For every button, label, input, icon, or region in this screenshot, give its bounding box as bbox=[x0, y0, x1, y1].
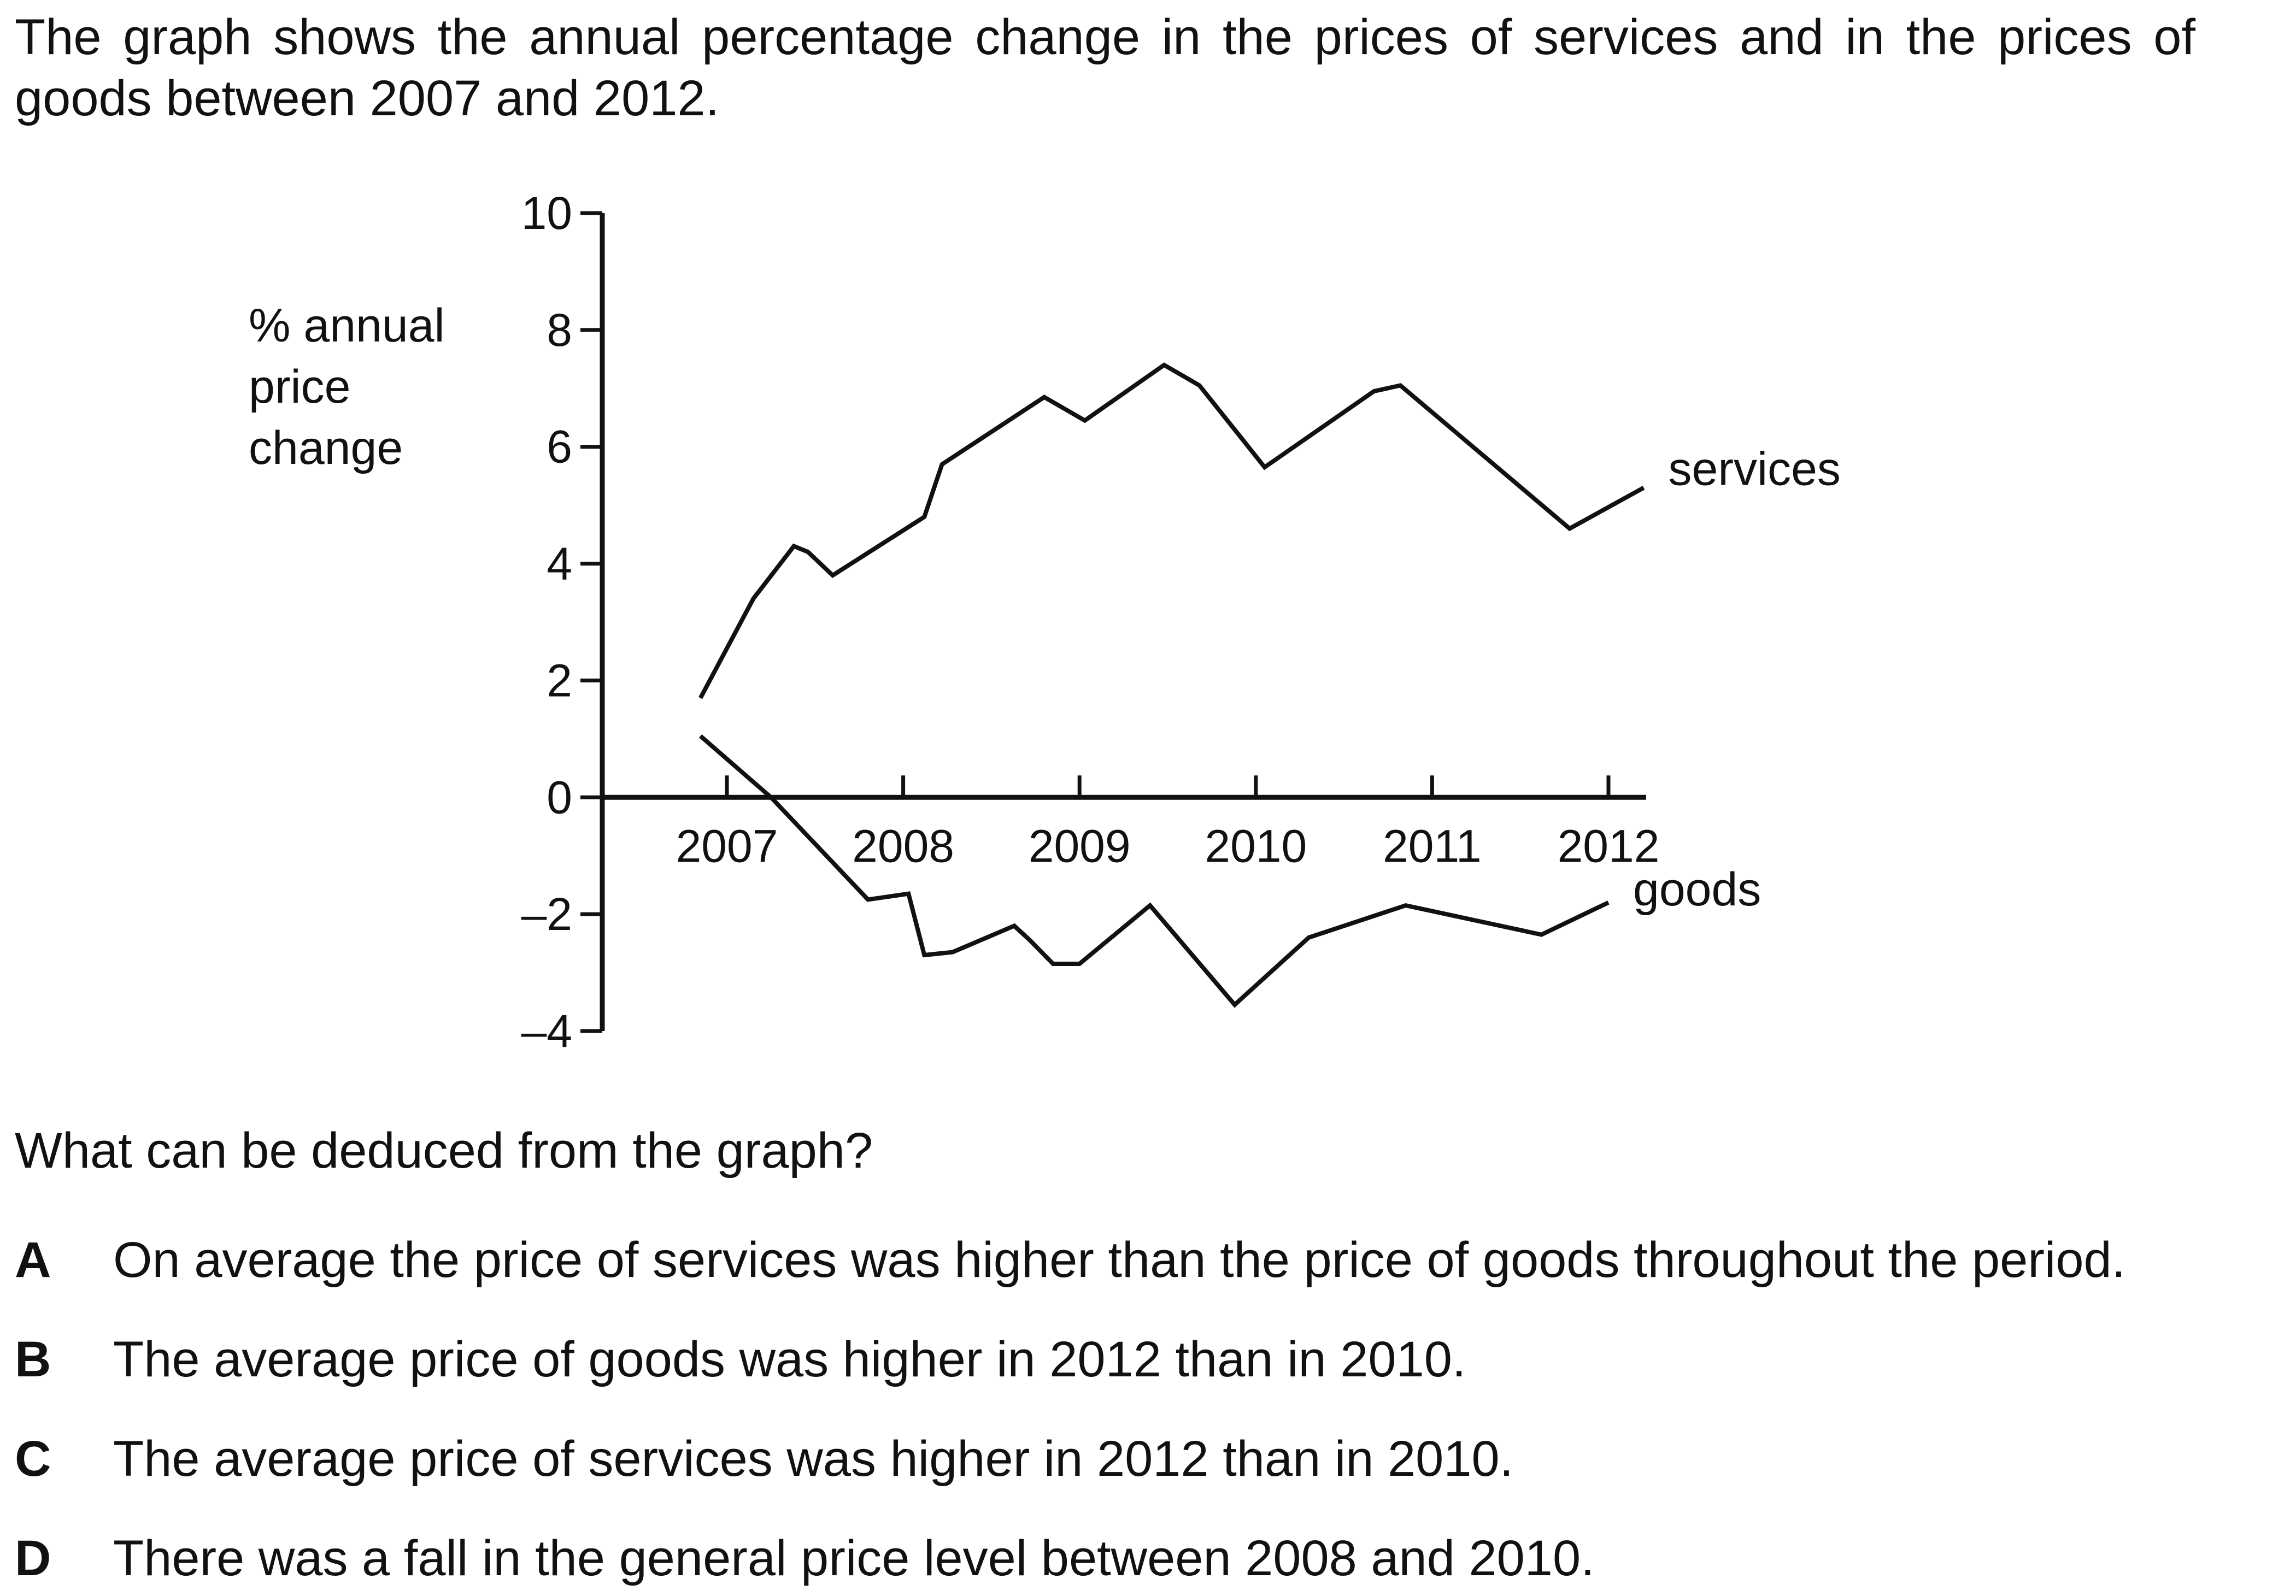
y-tick-label: 10 bbox=[521, 187, 572, 239]
y-tick-label: –4 bbox=[521, 1005, 572, 1057]
option-a-text: On average the price of services was hig… bbox=[113, 1232, 2126, 1288]
series-label-services: services bbox=[1669, 443, 1841, 496]
series-labels: services goods bbox=[1633, 443, 1841, 916]
series-line-goods bbox=[698, 734, 1610, 1008]
option-c-text: The average price of services was higher… bbox=[113, 1431, 1514, 1487]
y-tick-label: 4 bbox=[547, 538, 572, 590]
x-tick-label: 2007 bbox=[676, 820, 778, 871]
y-axis-label-text: % annual price change bbox=[249, 299, 445, 474]
y-tick-label: 8 bbox=[547, 304, 572, 356]
x-tick-label: 2011 bbox=[1383, 820, 1482, 871]
line-chart: % annual price change 10 8 6 4 2 0 –2 –4 2007 2008… bbox=[249, 187, 1841, 1057]
y-tick-label: 6 bbox=[547, 421, 572, 473]
x-tick-label: 2012 bbox=[1558, 820, 1660, 871]
question-text: What can be deduced from the graph? bbox=[15, 1123, 873, 1179]
axes bbox=[600, 213, 1646, 1031]
y-tick-label: 0 bbox=[547, 772, 572, 823]
y-axis-label: % annual price change bbox=[249, 299, 445, 474]
x-tick-label: 2010 bbox=[1205, 820, 1307, 871]
y-axis-ticks: 10 8 6 4 2 0 –2 –4 bbox=[521, 187, 602, 1057]
option-d-letter: D bbox=[15, 1530, 51, 1586]
option-d-text: There was a fall in the general price le… bbox=[113, 1530, 1595, 1586]
series-line-services bbox=[698, 362, 1645, 699]
option-b-letter: B bbox=[15, 1332, 51, 1387]
series-label-goods: goods bbox=[1633, 863, 1761, 916]
intro-text: The graph shows the annual percentage ch… bbox=[15, 9, 2195, 126]
y-tick-label: 2 bbox=[547, 655, 572, 706]
y-tick-label: –2 bbox=[521, 888, 572, 940]
x-tick-label: 2009 bbox=[1029, 820, 1131, 871]
x-axis-ticks: 2007 2008 2009 2010 2011 2012 bbox=[676, 775, 1660, 871]
x-tick-label: 2008 bbox=[852, 820, 954, 871]
series-lines bbox=[698, 362, 1645, 1008]
option-b-text: The average price of goods was higher in… bbox=[113, 1332, 1466, 1387]
option-c-letter: C bbox=[15, 1431, 51, 1487]
option-a-letter: A bbox=[15, 1232, 51, 1288]
